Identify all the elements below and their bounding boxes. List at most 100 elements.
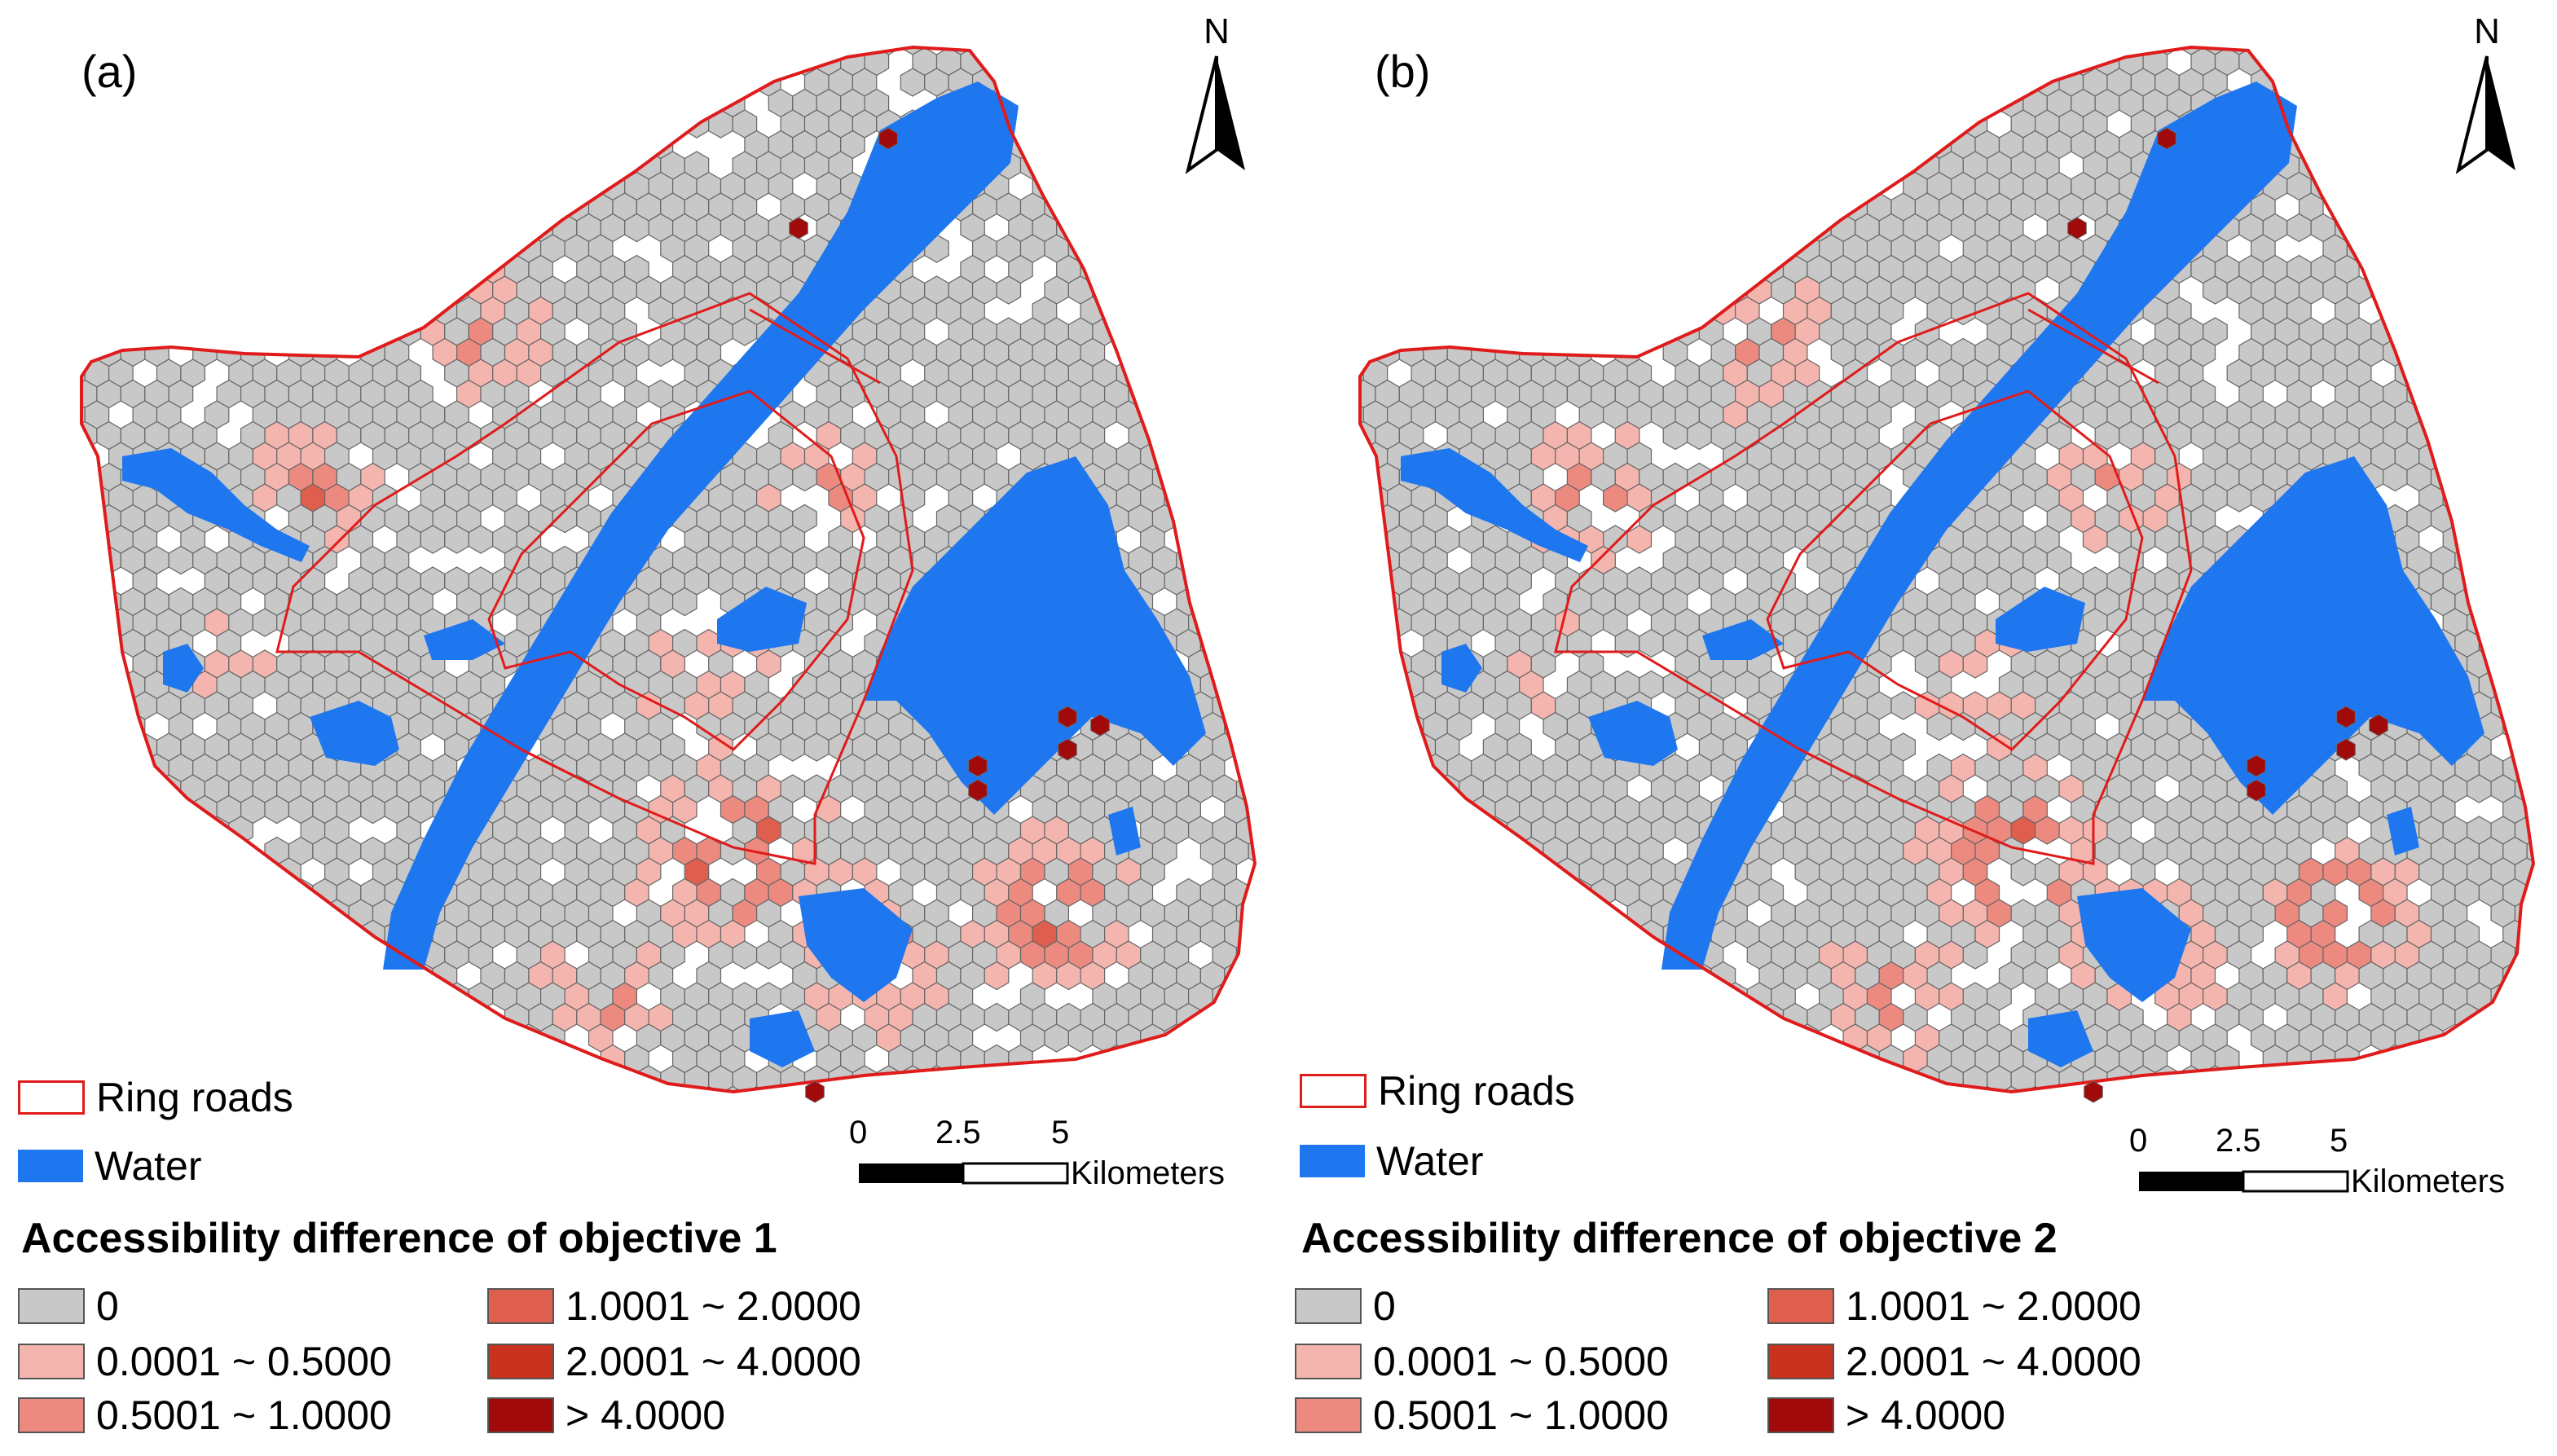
hex-cell [624,47,649,77]
hex-cell [300,47,326,55]
hex-cell [1360,878,1376,908]
hex-cell [444,109,469,139]
hex-cell [120,1002,146,1032]
hex-cell [312,171,337,201]
hex-cell [228,151,253,180]
hex-cell [2322,109,2348,139]
hex-cell [1650,1023,1676,1053]
hex-cell [96,961,121,991]
hex-cell [192,171,218,201]
hex-cell [2382,1085,2408,1092]
hex-cell [2526,587,2533,617]
hex-cell [1830,47,1856,77]
hex-cell [240,47,266,77]
hex-cell [384,1044,410,1074]
hex-cell [81,794,98,825]
hex-cell [1639,88,1664,118]
hex-cell [1140,47,1165,55]
hex-cell [336,254,362,284]
hex-cell [1555,275,1580,305]
hex-cell [1842,47,1868,55]
class-swatch [1295,1344,1362,1379]
hex-cell [312,296,337,326]
hex-cell [120,794,146,825]
hex-cell [1482,192,1508,222]
hex-cell [1507,234,1532,263]
hex-cell [192,961,218,991]
hex-cell [1067,151,1094,180]
hex-cell [432,88,458,118]
hex-cell [1723,47,1748,55]
hex-cell [96,794,121,825]
class-label: 1.0001 ~ 2.0000 [1846,1283,2141,1329]
hex-cell [408,213,434,243]
hex-cell [1398,836,1424,866]
hex-cell [1315,359,1339,387]
hex-cell [228,47,253,55]
hex-cell [1360,628,1376,658]
hex-cell [336,1085,362,1092]
hex-cell [1782,213,1808,243]
hex-cell [1543,254,1568,284]
hex-cell [49,921,73,948]
hex-cell [996,47,1022,55]
hex-cell [1650,109,1676,139]
hex-cell [1471,171,1496,201]
hex-cell [1362,317,1389,346]
hex-cell [492,151,517,180]
hex-cell [360,88,385,118]
hex-cell [1248,711,1255,741]
hex-cell [2514,649,2533,679]
legend-class-2: 0.5001 ~ 1.0000 [1295,1392,1669,1439]
hex-cell [1578,109,1604,139]
hex-cell [360,1085,385,1092]
hex-cell [1235,1023,1255,1053]
hex-cell [2214,1085,2240,1092]
hex-cell [1507,275,1532,305]
hex-cell [1327,713,1351,741]
class-label: 2.0001 ~ 4.0000 [566,1339,861,1384]
hex-cell [2466,234,2492,263]
hex-cell [2418,1065,2444,1092]
hex-cell [81,109,86,139]
hex-cell [528,1085,553,1092]
hex-cell [132,151,158,180]
hex-cell [1315,152,1339,179]
hex-cell [1914,47,1940,55]
hex-cell [1019,68,1045,97]
hex-cell [288,171,314,201]
hex-cell [2394,47,2420,55]
hex-cell [300,109,326,139]
hex-cell [612,109,638,139]
hex-cell [1080,213,1106,243]
hex-cell [1375,670,1400,700]
hex-cell [372,109,398,139]
hex-cell [1128,88,1154,118]
hex-cell [1662,130,1688,160]
hex-cell [1926,88,1952,118]
hex-cell [2526,420,2533,451]
hex-cell [1507,151,1532,180]
hex-cell [1950,88,1976,118]
hex-cell [2442,400,2468,429]
hex-cell [1235,442,1255,471]
hex-cell [1878,1085,1904,1092]
hex-cell [1387,109,1412,139]
hex-cell [1603,940,1628,970]
hex-cell [81,961,98,991]
hex-cell [360,213,385,243]
hex-cell [1212,192,1238,222]
hex-cell [1698,1065,1724,1092]
hex-cell [216,213,242,243]
hex-cell [1434,982,1460,1011]
hex-cell [408,130,434,160]
hex-cell [1614,47,1640,77]
hex-cell [1360,47,1376,77]
hex-cell [1315,318,1339,345]
hex-cell [1603,317,1628,346]
hex-cell [1782,130,1808,160]
class-swatch [487,1344,554,1379]
hex-cell [420,1023,446,1053]
hex-cell [1555,234,1580,263]
hex-cell [1375,919,1400,949]
